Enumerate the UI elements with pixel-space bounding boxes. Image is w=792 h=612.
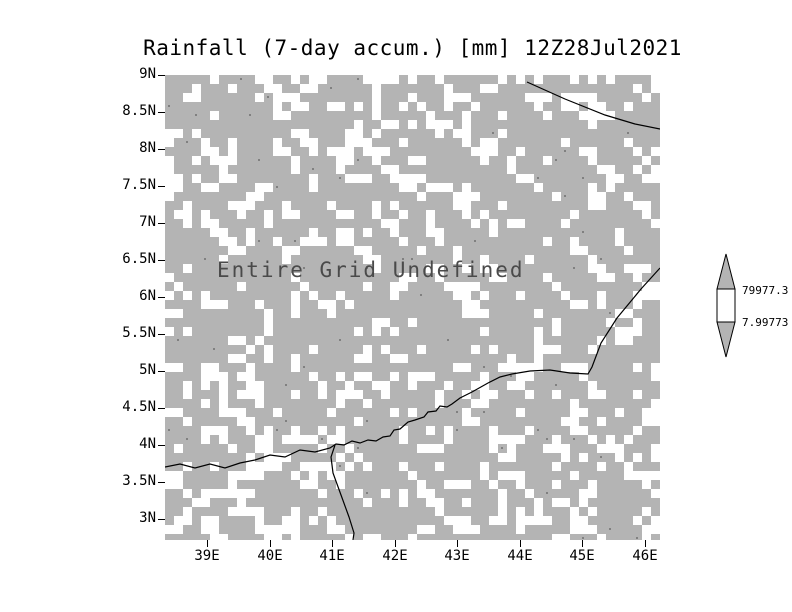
x-tick-label: 42E: [382, 548, 408, 564]
y-tick-label: 8.5N: [122, 103, 156, 119]
y-tick-label: 8N: [139, 140, 156, 156]
y-tick-label: 7.5N: [122, 177, 156, 193]
x-tick-mark: [457, 540, 458, 547]
x-tick-label: 41E: [319, 548, 345, 564]
y-tick-label: 3N: [139, 510, 156, 526]
y-tick-mark: [158, 445, 165, 446]
coastline-gulf: [526, 81, 660, 130]
x-tick-mark: [270, 540, 271, 547]
y-tick-mark: [158, 112, 165, 113]
x-tick-label: 39E: [194, 548, 220, 564]
x-tick-label: 46E: [632, 548, 658, 564]
y-tick-mark: [158, 223, 165, 224]
y-tick-mark: [158, 75, 165, 76]
y-tick-mark: [158, 149, 165, 150]
x-tick-mark: [582, 540, 583, 547]
coastline-south-branch: [330, 444, 355, 540]
colorbar-label-min: 7.99773: [742, 316, 789, 329]
y-tick-label: 9N: [139, 66, 156, 82]
y-tick-label: 6.5N: [122, 251, 156, 267]
y-tick-label: 3.5N: [122, 473, 156, 489]
plot-area: Entire Grid Undefined: [165, 75, 660, 540]
y-tick-label: 5.5N: [122, 325, 156, 341]
y-tick-label: 7N: [139, 214, 156, 230]
x-tick-label: 40E: [257, 548, 283, 564]
coastline-main: [165, 267, 660, 469]
x-tick-label: 45E: [569, 548, 595, 564]
x-tick-label: 43E: [444, 548, 470, 564]
y-tick-label: 4.5N: [122, 399, 156, 415]
colorbar-mid-band: [716, 288, 736, 323]
y-tick-label: 6N: [139, 288, 156, 304]
x-tick-mark: [207, 540, 208, 547]
colorbar: 79977.3 7.99773: [710, 250, 792, 366]
chart-title: Rainfall (7-day accum.) [mm] 12Z28Jul202…: [143, 36, 682, 60]
y-tick-mark: [158, 186, 165, 187]
y-tick-mark: [158, 334, 165, 335]
coastline-layer: [165, 81, 660, 540]
y-tick-mark: [158, 297, 165, 298]
y-tick-label: 5N: [139, 362, 156, 378]
undefined-stipple-layer: [165, 75, 660, 540]
x-tick-mark: [645, 540, 646, 547]
colorbar-top-arrow: [716, 253, 736, 290]
y-tick-mark: [158, 519, 165, 520]
colorbar-bottom-arrow: [716, 321, 736, 358]
undefined-grid-message: Entire Grid Undefined: [217, 258, 525, 282]
x-tick-mark: [520, 540, 521, 547]
x-tick-label: 44E: [507, 548, 533, 564]
y-tick-mark: [158, 371, 165, 372]
colorbar-bar: [716, 253, 736, 358]
y-tick-mark: [158, 482, 165, 483]
colorbar-label-max: 79977.3: [742, 284, 789, 297]
y-tick-label: 4N: [139, 436, 156, 452]
x-tick-mark: [395, 540, 396, 547]
y-tick-mark: [158, 260, 165, 261]
x-tick-mark: [332, 540, 333, 547]
y-tick-mark: [158, 408, 165, 409]
